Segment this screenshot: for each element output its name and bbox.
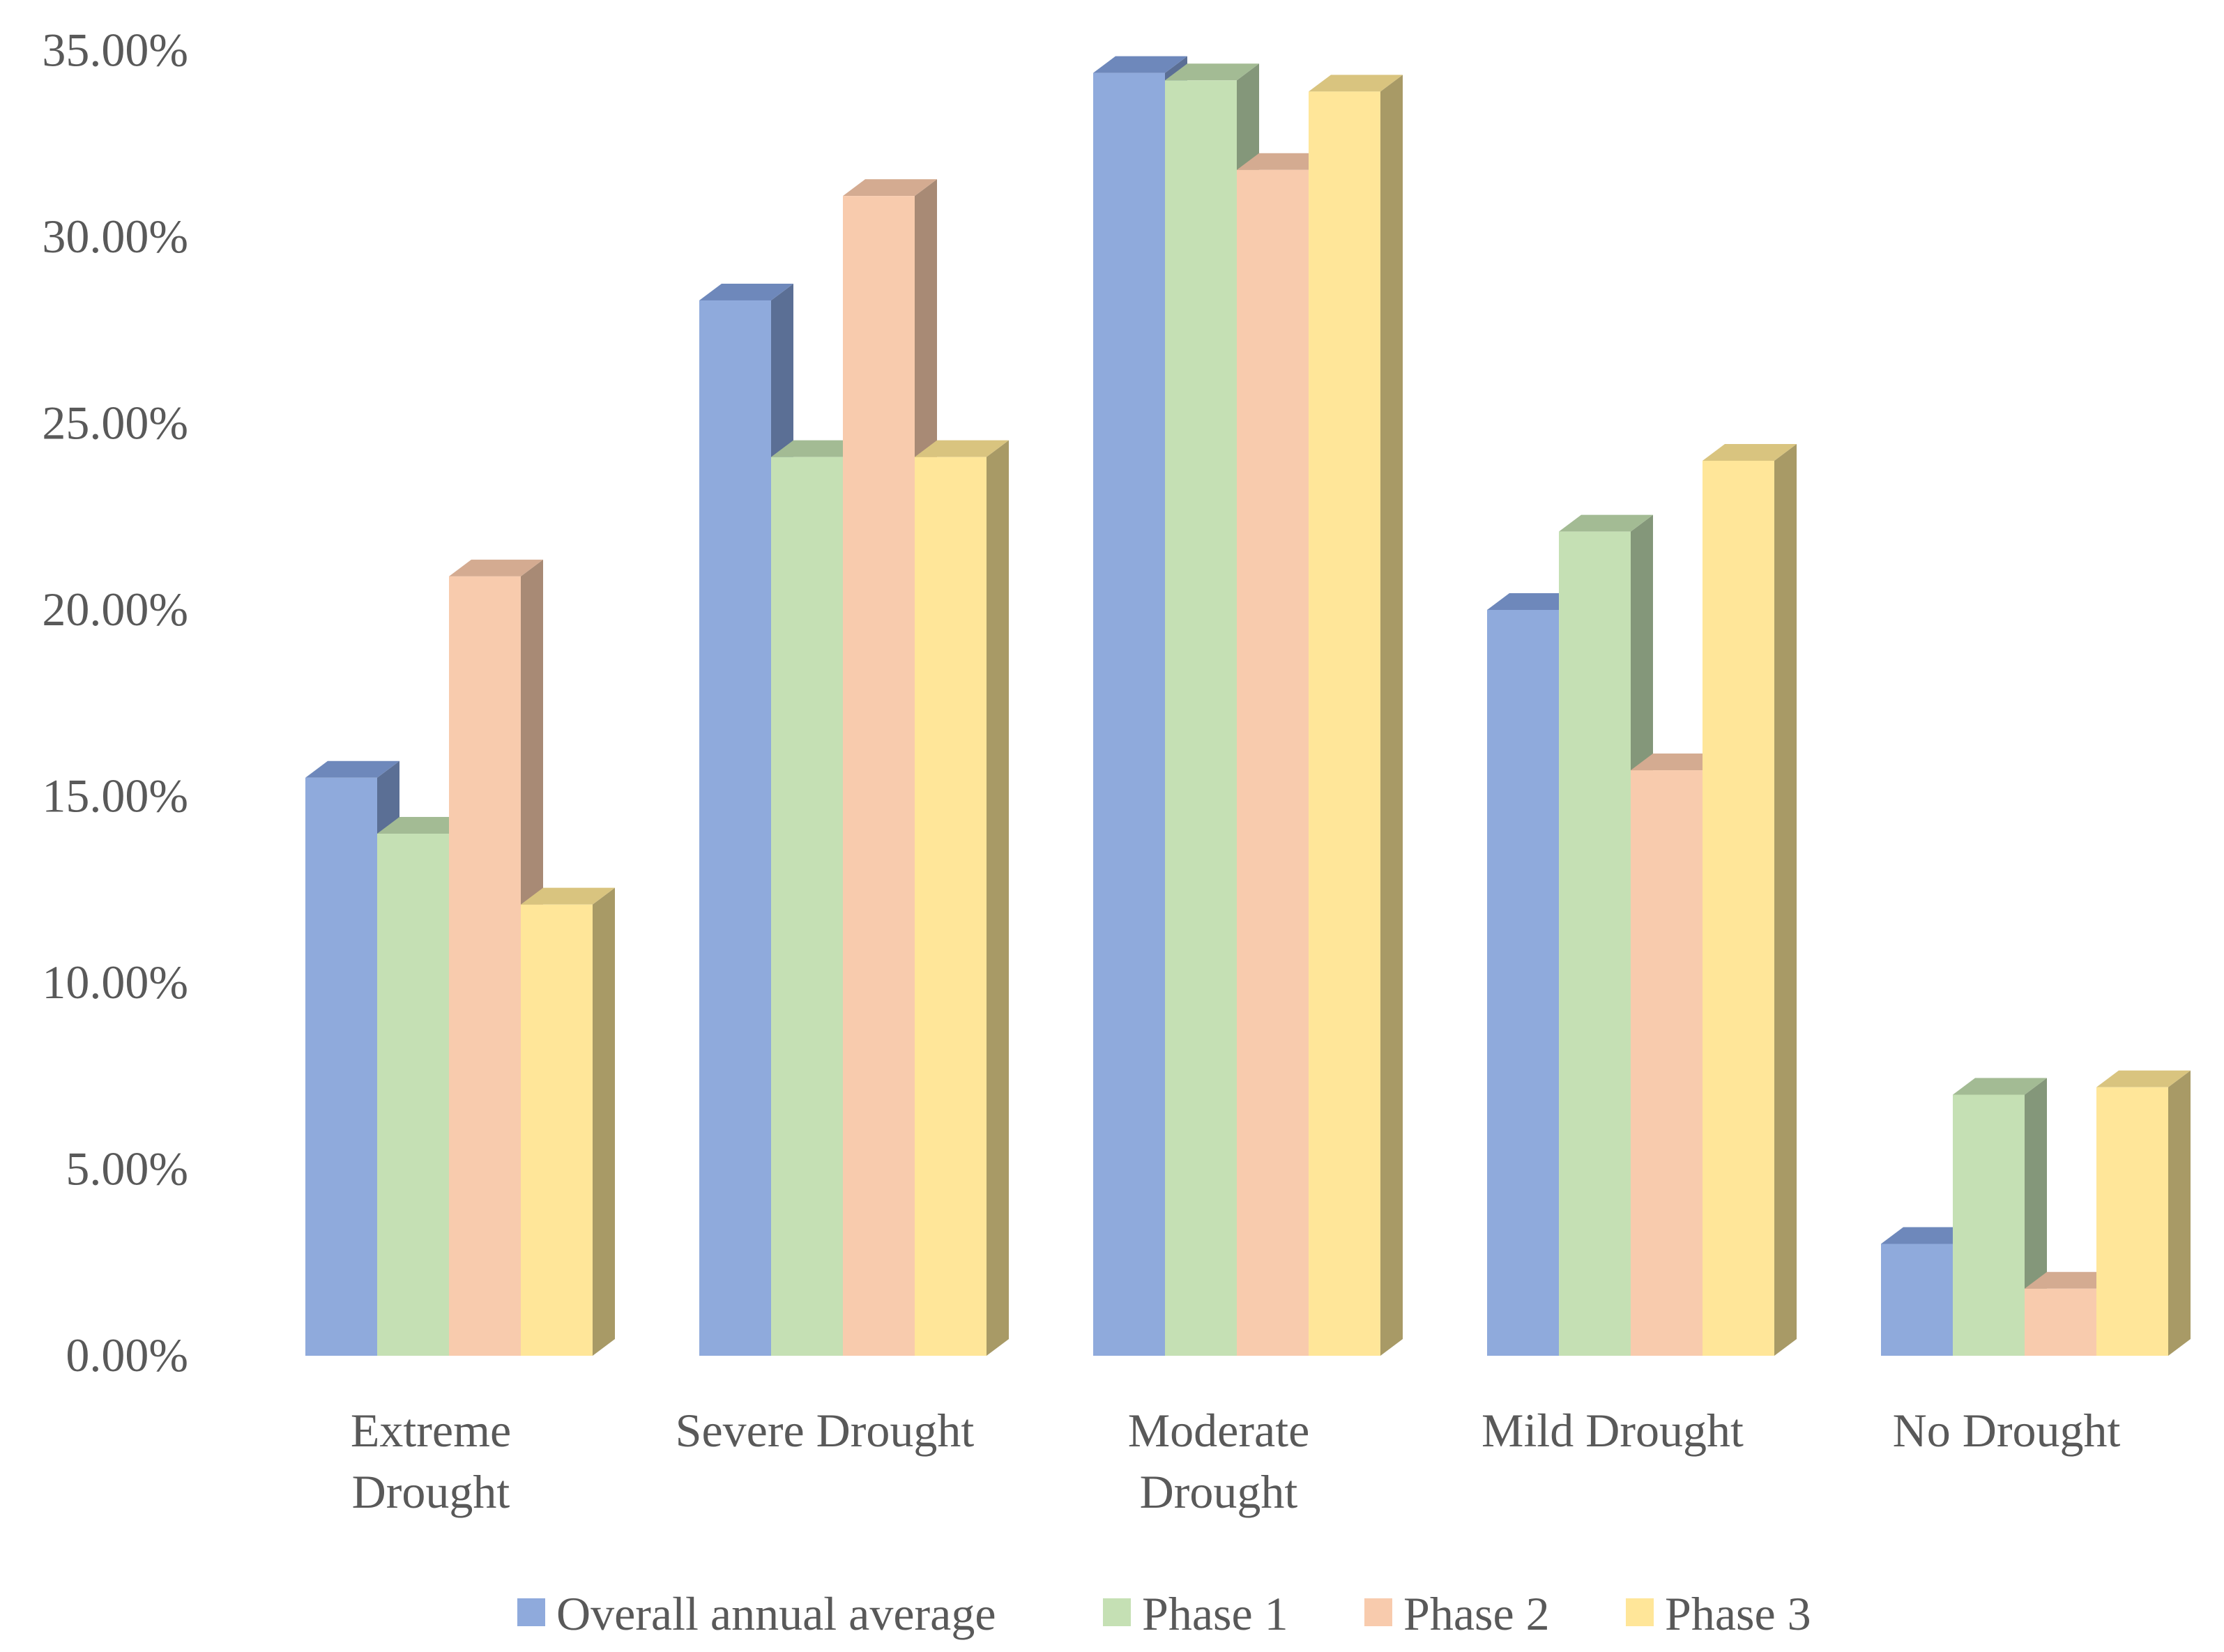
bar-top [915,440,1009,457]
y-tick-label: 25.00% [42,397,188,450]
bar [1631,754,1725,1356]
bar-top [377,817,471,834]
bar-front [2096,1087,2168,1356]
bar-top [1559,514,1653,532]
bar-top [1165,63,1259,81]
legend-label: Phase 3 [1665,1587,1811,1640]
bar-top [1309,75,1403,92]
bar [915,440,1009,1356]
legend-label: Overall annual average [556,1587,996,1640]
bar-front [1881,1244,1953,1356]
bar-top [699,283,793,300]
bar-front [771,457,843,1356]
x-category-label: Extreme Drought [351,1404,511,1518]
bar-front [1631,770,1703,1356]
bar-top [521,887,615,905]
bar-top [449,559,543,576]
bar-side [987,440,1009,1356]
legend-swatch [1626,1598,1654,1626]
y-axis: 0.00% 5.00% 10.00% 15.00% 20.00% 25.00% 30.00%… [42,24,188,1382]
bar-top [1703,444,1797,461]
bar-front [1703,461,1774,1356]
bar-side [593,887,615,1356]
bar-front [699,300,771,1356]
bar [2096,1070,2191,1356]
y-tick-label: 30.00% [42,210,188,263]
x-category-label: Mild Drought [1482,1404,1744,1457]
bar-side [1774,444,1797,1356]
bar [1703,444,1797,1356]
bar-front [2025,1288,2096,1356]
x-category-label: No Drought [1893,1404,2121,1457]
legend-item: Phase 2 [1364,1587,1550,1640]
bar-top [1881,1227,1975,1244]
bar-front [915,457,987,1356]
bar-side [2168,1070,2191,1356]
legend-item: Overall annual average [517,1587,996,1640]
bar-front [1165,80,1237,1356]
bar-front [1309,91,1380,1356]
bar-top [1953,1078,2047,1095]
bar-top [1487,593,1581,610]
y-tick-label: 15.00% [42,770,188,823]
x-category-label: Severe Drought [676,1404,975,1457]
legend-label: Phase 2 [1403,1587,1550,1640]
x-category-label: Moderate Drought [1128,1404,1310,1518]
bar-front [843,196,915,1356]
legend-item: Phase 1 [1103,1587,1288,1640]
x-axis: Extreme Drought Severe Drought Moderate Drou… [351,1404,2121,1518]
bar-front [521,904,593,1356]
bar-top [2025,1271,2119,1289]
legend: Overall annual average Phase 1 Phase 2 Phas… [517,1587,1811,1640]
bar-top [1093,56,1187,73]
bar-front [1237,169,1309,1356]
bar-top [305,760,399,778]
legend-swatch [1364,1598,1392,1626]
bar-top [2096,1070,2191,1087]
bar-front [305,777,377,1356]
bar-top [1631,754,1725,771]
bars [305,56,2191,1356]
legend-swatch [517,1598,545,1626]
legend-item: Phase 3 [1626,1587,1811,1640]
bar-front [1953,1094,2025,1356]
bar-top [843,179,937,197]
legend-label: Phase 1 [1142,1587,1288,1640]
bar-side [1380,75,1403,1356]
bar-front [1559,531,1631,1356]
bar [1559,514,1653,1356]
bar-front [377,834,449,1356]
bar-top [771,440,865,457]
y-tick-label: 5.00% [66,1142,188,1195]
y-tick-label: 10.00% [42,956,188,1009]
y-tick-label: 35.00% [42,24,188,77]
bar-front [1487,610,1559,1356]
bar-front [1093,72,1165,1356]
legend-swatch [1103,1598,1131,1626]
bar-top [1237,153,1331,170]
bar [521,887,615,1356]
y-tick-label: 20.00% [42,583,188,636]
bar [1309,75,1403,1356]
bar-front [449,576,521,1356]
y-tick-label: 0.00% [66,1329,188,1382]
